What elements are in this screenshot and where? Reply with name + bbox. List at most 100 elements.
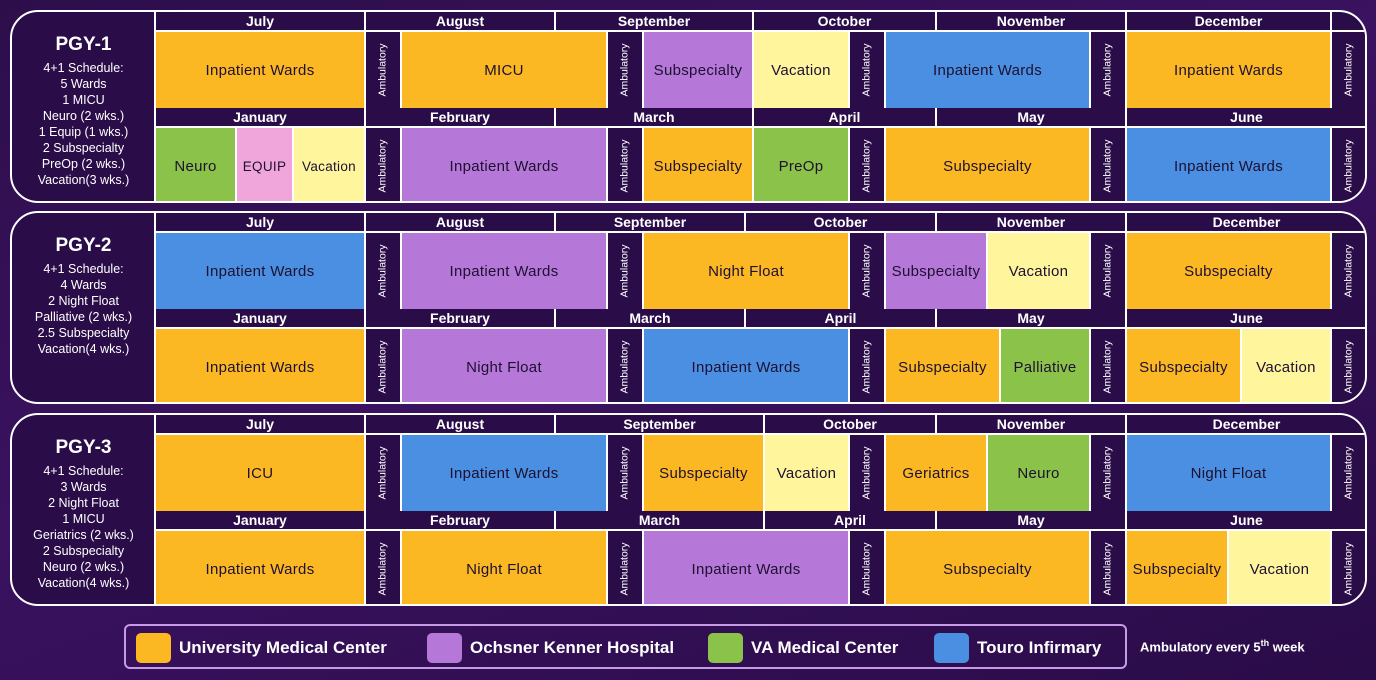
- rotation-block: Vacation: [754, 32, 850, 108]
- ambulatory-week: Ambulatory: [1332, 435, 1365, 511]
- panel-title: PGY-2: [55, 235, 112, 256]
- ambulatory-label: Ambulatory: [861, 340, 874, 394]
- legend: University Medical Center Ochsner Kenner …: [124, 624, 1127, 669]
- ambulatory-label: Ambulatory: [1343, 340, 1356, 394]
- ambulatory-label: Ambulatory: [377, 542, 390, 596]
- rotation-block: Neuro: [988, 435, 1091, 511]
- rotation-block: EQUIP: [237, 128, 294, 201]
- ambulatory-label: Ambulatory: [1343, 446, 1356, 500]
- ambulatory-week: Ambulatory: [608, 32, 644, 108]
- summary-line: 4+1 Schedule:: [43, 61, 124, 75]
- summary-line: 2.5 Subspecialty: [37, 326, 130, 340]
- legend-label: Touro Infirmary: [977, 638, 1102, 657]
- rotation-block: Inpatient Wards: [1127, 32, 1332, 108]
- summary-line: Neuro (2 wks.): [42, 109, 125, 123]
- ambulatory-week: Ambulatory: [1332, 233, 1365, 309]
- ambulatory-week: Ambulatory: [608, 435, 644, 511]
- ambulatory-week: Ambulatory: [366, 531, 402, 604]
- panel-summary: PGY-3 4+1 Schedule: 3 Wards 2 Night Float 1 …: [12, 415, 155, 604]
- ambulatory-week: Ambulatory: [1091, 233, 1127, 309]
- rotation-block: Vacation: [765, 435, 850, 511]
- ambulatory-label: Ambulatory: [619, 446, 632, 500]
- ambulatory-label: Ambulatory: [1102, 446, 1115, 500]
- ambulatory-week: Ambulatory: [366, 435, 402, 511]
- summary-line: 2 Subspecialty: [42, 544, 125, 558]
- ambulatory-label: Ambulatory: [1343, 542, 1356, 596]
- rotation-block: ICU: [156, 435, 366, 511]
- ambulatory-week: Ambulatory: [608, 128, 644, 201]
- ambulatory-week: Ambulatory: [1091, 329, 1127, 402]
- rotation-block: Subspecialty: [644, 32, 754, 108]
- rotation-block: Inpatient Wards: [156, 531, 366, 604]
- ambulatory-week: Ambulatory: [850, 531, 886, 604]
- month-header: February: [366, 108, 556, 127]
- summary-line: 1 MICU: [62, 93, 105, 107]
- rotation-block: Night Float: [402, 329, 608, 402]
- panel-title: PGY-1: [55, 34, 112, 55]
- month-header: April: [765, 511, 937, 530]
- ambulatory-week: Ambulatory: [1091, 128, 1127, 201]
- month-header: August: [366, 213, 556, 232]
- header-divider: [156, 327, 1365, 329]
- side-divider: [154, 12, 156, 201]
- legend-label: University Medical Center: [179, 638, 387, 657]
- ambulatory-note: Ambulatory every 5th week: [1140, 638, 1305, 654]
- ambulatory-week: Ambulatory: [366, 32, 402, 108]
- rotation-block: Night Float: [644, 233, 850, 309]
- rotation-block: Inpatient Wards: [644, 329, 850, 402]
- month-header: May: [937, 511, 1127, 530]
- legend-swatch: [136, 633, 171, 663]
- summary-line: 4 Wards: [60, 278, 107, 292]
- summary-line: Vacation(4 wks.): [37, 342, 130, 356]
- ambulatory-label: Ambulatory: [377, 43, 390, 97]
- month-header: August: [366, 12, 556, 31]
- legend-swatch: [427, 633, 462, 663]
- rotation-block: Inpatient Wards: [402, 233, 608, 309]
- ambulatory-note-pre: Ambulatory every 5: [1140, 639, 1261, 655]
- ambulatory-week: Ambulatory: [1332, 128, 1365, 201]
- legend-swatch: [934, 633, 969, 663]
- summary-line: 1 MICU: [62, 512, 105, 526]
- rotation-block: Inpatient Wards: [402, 128, 608, 201]
- month-header: February: [366, 511, 556, 530]
- legend-label: Ochsner Kenner Hospital: [470, 638, 675, 657]
- summary-line: 4+1 Schedule:: [43, 262, 124, 276]
- ambulatory-week: Ambulatory: [1091, 531, 1127, 604]
- month-header: September: [556, 415, 765, 434]
- ambulatory-week: Ambulatory: [850, 128, 886, 201]
- month-header: November: [937, 213, 1127, 232]
- rotation-block: Subspecialty: [886, 233, 988, 309]
- schedule-panel-pgy-3: PGY-3 4+1 Schedule: 3 Wards 2 Night Float 1 …: [10, 413, 1367, 606]
- month-header: July: [156, 213, 366, 232]
- ambulatory-label: Ambulatory: [1102, 340, 1115, 394]
- ambulatory-label: Ambulatory: [619, 244, 632, 298]
- month-header: April: [746, 309, 937, 328]
- legend-swatch: [708, 633, 743, 663]
- rotation-block: MICU: [402, 32, 608, 108]
- ambulatory-week: Ambulatory: [1332, 329, 1365, 402]
- rotation-block: Inpatient Wards: [402, 435, 608, 511]
- header-divider: [156, 433, 1365, 435]
- summary-line: 2 Night Float: [48, 294, 119, 308]
- summary-line: Palliative (2 wks.): [34, 310, 133, 324]
- summary-line: 5 Wards: [60, 77, 107, 91]
- ambulatory-week: Ambulatory: [608, 531, 644, 604]
- ambulatory-week: Ambulatory: [1332, 32, 1365, 108]
- ambulatory-week: Ambulatory: [608, 233, 644, 309]
- month-header: October: [746, 213, 937, 232]
- ambulatory-week: Ambulatory: [366, 233, 402, 309]
- ambulatory-note-post: week: [1269, 639, 1305, 655]
- panel-summary: PGY-2 4+1 Schedule: 4 Wards 2 Night Float Pa…: [12, 213, 155, 402]
- summary-line: 2 Subspecialty: [42, 141, 125, 155]
- ambulatory-label: Ambulatory: [619, 139, 632, 193]
- rotation-block: Vacation: [1229, 531, 1332, 604]
- ambulatory-label: Ambulatory: [377, 340, 390, 394]
- ambulatory-label: Ambulatory: [377, 244, 390, 298]
- month-header: November: [937, 12, 1127, 31]
- month-header: November: [937, 415, 1127, 434]
- month-header: March: [556, 108, 754, 127]
- month-header: December: [1127, 12, 1332, 31]
- month-header: December: [1127, 213, 1365, 232]
- rotation-block: Geriatrics: [886, 435, 988, 511]
- panel-summary: PGY-1 4+1 Schedule: 5 Wards 1 MICU Neuro (2 …: [12, 12, 155, 201]
